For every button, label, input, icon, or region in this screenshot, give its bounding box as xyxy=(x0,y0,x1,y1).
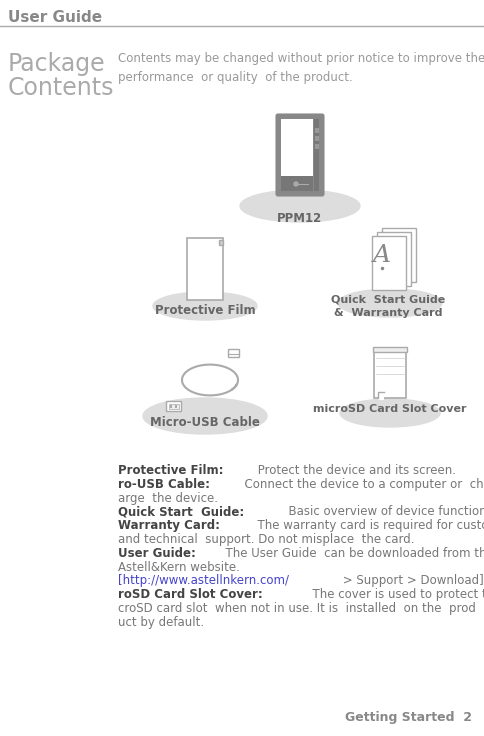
Text: Astell&Kern website.: Astell&Kern website. xyxy=(118,561,240,573)
Bar xyxy=(314,136,318,141)
FancyBboxPatch shape xyxy=(166,402,181,411)
FancyBboxPatch shape xyxy=(371,236,405,290)
Text: Micro-USB Cable: Micro-USB Cable xyxy=(150,416,259,429)
FancyBboxPatch shape xyxy=(373,350,405,398)
Ellipse shape xyxy=(339,399,439,427)
Text: Warranty Card:: Warranty Card: xyxy=(118,519,220,532)
Text: Package: Package xyxy=(8,52,106,76)
Bar xyxy=(219,240,223,245)
Bar xyxy=(280,119,312,179)
Text: Contents may be changed without prior notice to improve the
performance  or qual: Contents may be changed without prior no… xyxy=(118,52,484,84)
Text: Protective Film:: Protective Film: xyxy=(118,464,223,477)
Text: croSD card slot  when not in use. It is  installed  on the  prod: croSD card slot when not in use. It is i… xyxy=(118,602,475,615)
Ellipse shape xyxy=(143,398,267,434)
Text: Protective Film: Protective Film xyxy=(154,304,255,317)
Bar xyxy=(377,392,383,400)
Bar xyxy=(314,144,318,149)
Text: arge  the device.: arge the device. xyxy=(118,492,217,505)
Text: microSD Card Slot Cover: microSD Card Slot Cover xyxy=(313,404,466,414)
FancyBboxPatch shape xyxy=(376,232,410,286)
Text: A: A xyxy=(372,244,390,267)
FancyBboxPatch shape xyxy=(276,115,323,196)
FancyBboxPatch shape xyxy=(228,350,239,358)
Text: The cover is used to protect the  mi: The cover is used to protect the mi xyxy=(304,588,484,601)
FancyBboxPatch shape xyxy=(187,238,223,300)
Circle shape xyxy=(293,182,297,186)
Text: roSD Card Slot Cover:: roSD Card Slot Cover: xyxy=(118,588,262,601)
Text: ro-USB Cable:: ro-USB Cable: xyxy=(118,478,210,491)
Bar xyxy=(280,176,312,191)
Bar xyxy=(313,119,318,191)
Text: > Support > Download].: > Support > Download]. xyxy=(338,574,484,587)
Text: Connect the device to a computer or  ch: Connect the device to a computer or ch xyxy=(236,478,483,491)
Bar xyxy=(175,405,177,408)
FancyBboxPatch shape xyxy=(381,228,415,282)
Ellipse shape xyxy=(337,289,441,317)
Bar xyxy=(372,347,406,352)
Text: Quick Start  Guide:: Quick Start Guide: xyxy=(118,506,244,518)
Text: The User Guide  can be downloaded from the: The User Guide can be downloaded from th… xyxy=(218,547,484,560)
Text: Protect the device and its screen.: Protect the device and its screen. xyxy=(254,464,467,477)
Bar xyxy=(170,405,172,408)
Text: uct by default.: uct by default. xyxy=(118,616,204,629)
Text: Quick  Start Guide
&  Warranty Card: Quick Start Guide & Warranty Card xyxy=(330,294,444,318)
Ellipse shape xyxy=(240,190,359,222)
Bar xyxy=(168,404,179,409)
Text: The warranty card is required for customer: The warranty card is required for custom… xyxy=(249,519,484,532)
Text: and technical  support. Do not misplace  the card.: and technical support. Do not misplace t… xyxy=(118,533,414,546)
Text: PPM12: PPM12 xyxy=(277,212,322,225)
Text: Basic overview of device functionality.: Basic overview of device functionality. xyxy=(280,506,484,518)
Bar xyxy=(314,128,318,133)
Text: User Guide: User Guide xyxy=(8,10,102,25)
Text: Getting Started  2: Getting Started 2 xyxy=(344,711,471,724)
Text: Contents: Contents xyxy=(8,76,114,100)
Text: [http://www.astellnkern.com/: [http://www.astellnkern.com/ xyxy=(118,574,288,587)
Text: User Guide:: User Guide: xyxy=(118,547,196,560)
Ellipse shape xyxy=(152,292,257,320)
